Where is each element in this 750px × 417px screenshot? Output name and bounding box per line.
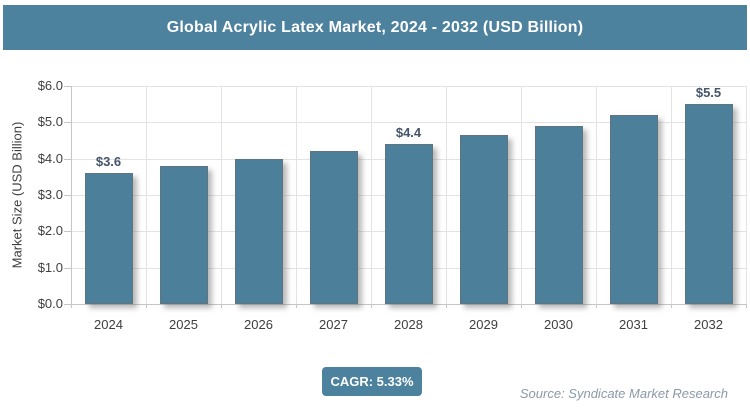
x-tick-label: 2032: [694, 317, 723, 332]
x-tick-mark: [296, 304, 297, 308]
bar: [159, 165, 208, 304]
x-tick-mark: [521, 304, 522, 308]
chart-title-bar: Global Acrylic Latex Market, 2024 - 2032…: [3, 5, 747, 50]
bar: [534, 125, 583, 304]
y-tick-label: $3.0: [37, 187, 63, 202]
gridline-vertical: [146, 86, 147, 304]
y-tick-mark: [64, 86, 71, 87]
x-tick-mark: [746, 304, 747, 308]
x-tick-label: 2025: [169, 317, 198, 332]
x-tick-label: 2024: [94, 317, 123, 332]
gridline-vertical: [671, 86, 672, 304]
bar: [84, 173, 133, 304]
y-tick-mark: [64, 304, 71, 305]
y-tick-label: $5.0: [37, 114, 63, 130]
gridline-horizontal: [71, 122, 746, 124]
bar-value-label: $3.6: [95, 154, 122, 170]
x-tick-label: 2029: [469, 317, 498, 332]
bar: [309, 151, 358, 304]
x-tick-label: 2027: [319, 317, 348, 332]
y-tick-mark: [64, 195, 71, 196]
source-attribution: Source: Syndicate Market Research: [519, 386, 728, 401]
bar: [609, 115, 658, 304]
y-tick-label: $6.0: [37, 78, 63, 93]
bar: [234, 158, 283, 304]
gridline-vertical: [221, 86, 222, 304]
x-tick-label: 2026: [244, 317, 273, 332]
y-tick-mark: [64, 122, 71, 124]
bar: [384, 144, 433, 304]
chart-title: Global Acrylic Latex Market, 2024 - 2032…: [166, 18, 584, 36]
bar: [684, 104, 733, 304]
x-tick-mark: [596, 304, 597, 308]
gridline-vertical: [446, 86, 447, 304]
y-tick-mark: [64, 158, 71, 160]
gridline-vertical: [521, 86, 522, 304]
x-tick-mark: [146, 304, 147, 308]
y-tick-label: $2.0: [37, 223, 63, 239]
x-tick-mark: [221, 304, 222, 308]
bar: [459, 135, 508, 304]
gridline-vertical: [596, 86, 597, 304]
y-tick-label: $0.0: [37, 296, 63, 311]
y-tick-mark: [64, 267, 71, 269]
x-tick-mark: [71, 304, 72, 308]
x-tick-mark: [446, 304, 447, 308]
x-tick-label: 2031: [619, 317, 648, 332]
y-tick-mark: [64, 231, 71, 233]
gridline-vertical: [746, 86, 747, 304]
gridline-vertical: [296, 86, 297, 304]
x-tick-mark: [671, 304, 672, 308]
y-tick-label: $4.0: [37, 150, 63, 166]
y-tick-label: $1.0: [37, 259, 63, 275]
bar-value-label: $5.5: [695, 85, 722, 101]
gridline-horizontal: [71, 86, 746, 87]
bar-value-label: $4.4: [395, 125, 422, 141]
x-axis-line: [71, 304, 746, 305]
x-tick-label: 2030: [544, 317, 573, 332]
x-tick-mark: [371, 304, 372, 308]
y-axis-line: [71, 86, 72, 304]
x-tick-label: 2028: [394, 317, 423, 332]
cagr-badge: CAGR: 5.33%: [322, 367, 422, 396]
gridline-vertical: [371, 86, 372, 304]
